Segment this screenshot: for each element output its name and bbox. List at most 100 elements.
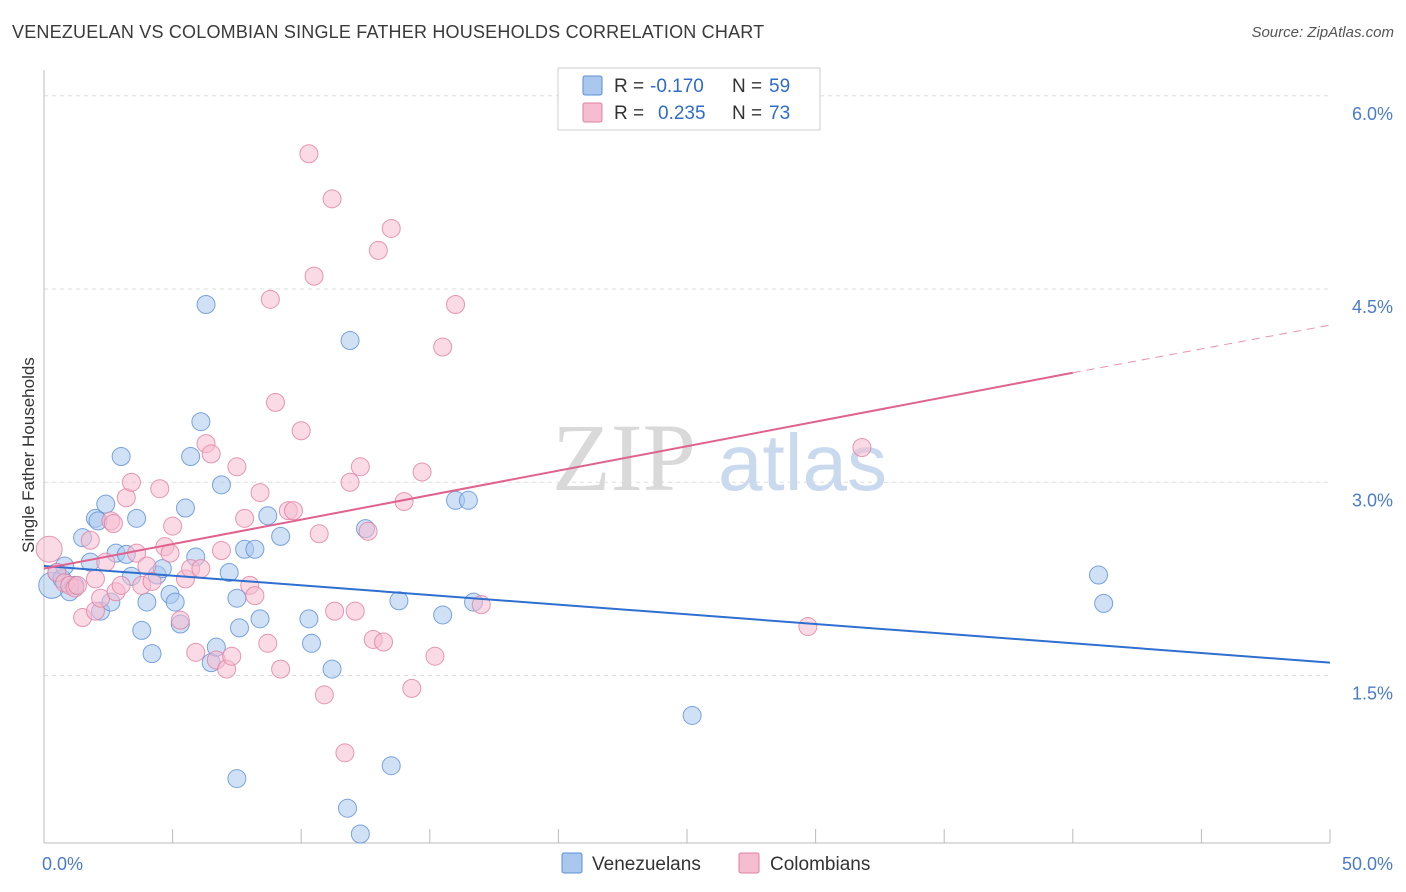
venezuelans-point-55 [227, 769, 247, 789]
venezuelans-point-50 [389, 591, 409, 611]
colombians-point-53 [325, 601, 345, 621]
colombians-point-57 [350, 457, 370, 477]
colombians-point-37 [235, 508, 255, 528]
colombians-point-40 [250, 483, 270, 503]
colombians-point-49 [304, 266, 324, 286]
colombians-point-68 [446, 294, 466, 314]
y-tick-label-1: 3.0% [1352, 490, 1393, 510]
colombians-point-50 [309, 524, 329, 544]
legend-n-label-colombians: N = [732, 103, 762, 124]
colombians-point-51 [314, 685, 334, 705]
venezuelans-point-18 [132, 620, 152, 640]
venezuelans-point-56 [682, 705, 702, 725]
venezuelans-point-41 [271, 526, 291, 546]
colombians-point-62 [381, 218, 401, 238]
legend-n-value-venezuelans: 59 [769, 76, 790, 97]
bottom-swatch-venezuelans [561, 852, 583, 874]
y-axis-title: Single Father Households [19, 357, 38, 553]
venezuelans-point-26 [175, 498, 195, 518]
colombians-point-54 [335, 743, 355, 763]
y-tick-label-0: 1.5% [1352, 684, 1393, 704]
colombians-point-31 [201, 444, 221, 464]
venezuelans-point-46 [340, 331, 360, 351]
colombians-point-48 [299, 144, 319, 164]
venezuelans-point-14 [111, 447, 131, 466]
colombians-point-65 [412, 462, 432, 482]
source-label: Source: ZipAtlas.com [1251, 24, 1394, 41]
tick-labels: 1.5% 3.0% 4.5% 6.0% 0.0% 50.0% [42, 104, 1393, 874]
venezuelans-point-27 [181, 447, 201, 466]
colombians-point-64 [402, 678, 422, 698]
venezuelans-trend-line [43, 565, 1331, 664]
colombians-point-5 [67, 575, 87, 595]
venezuelans-point-45 [337, 798, 357, 818]
colombians-point-72 [852, 437, 872, 457]
venezuelans-point-29 [191, 412, 211, 432]
colombians-point-12 [103, 513, 123, 533]
legend-r-value-colombians: 0.235 [658, 103, 706, 124]
colombians-point-56 [345, 601, 365, 621]
colombians-point-29 [191, 559, 211, 579]
venezuelans-point-51 [433, 605, 453, 625]
colombians-point-24 [163, 516, 183, 536]
venezuelans-point-17 [127, 508, 147, 528]
x-tick-label-0: 0.0% [42, 854, 83, 874]
axes [43, 70, 1331, 844]
venezuelans-point-47 [350, 824, 370, 844]
trend-lines [43, 324, 1331, 664]
colombians-trend-extension [1072, 324, 1331, 374]
venezuelans-point-39 [250, 609, 270, 629]
venezuelans-point-49 [381, 756, 401, 776]
colombians-point-35 [222, 646, 242, 666]
venezuelans-point-33 [211, 475, 231, 495]
colombians-point-16 [121, 472, 141, 492]
venezuelans-point-43 [301, 633, 321, 653]
colombians-point-42 [260, 289, 280, 309]
colombians-trend-line [43, 371, 1073, 570]
legend-n-value-colombians: 73 [769, 103, 790, 124]
colombians-point-25 [170, 610, 190, 630]
colombians-point-20 [142, 571, 162, 591]
venezuelans-point-24 [165, 592, 185, 612]
colombians-point-14 [111, 575, 131, 595]
colombians-point-61 [374, 632, 394, 652]
colombians-point-60 [368, 240, 388, 260]
colombians-point-58 [358, 521, 378, 541]
colombians-point-39 [245, 586, 265, 606]
top-legend: R = -0.170 N = 59 R = 0.235 N = 73 [557, 67, 821, 131]
venezuelans-point-30 [196, 294, 216, 314]
grid-lines [44, 95, 1330, 677]
colombians-point-70 [85, 569, 105, 589]
venezuelans-point-44 [322, 659, 342, 679]
venezuelans-point-34 [219, 562, 239, 582]
venezuelans-point-20 [142, 644, 162, 664]
y-tick-label-3: 6.0% [1352, 104, 1393, 124]
colombians-point-33 [211, 541, 231, 561]
colombians-point-21 [150, 479, 170, 499]
venezuelans-point-57 [1089, 565, 1109, 585]
colombians-point-7 [80, 530, 100, 550]
venezuelans-point-11 [96, 494, 116, 514]
colombians-point-44 [271, 659, 291, 679]
venezuelans-point-19 [137, 592, 157, 612]
legend-swatch-venezuelans [582, 75, 603, 96]
x-tick-label-1: 50.0% [1342, 854, 1393, 874]
bottom-legend: Venezuelans Colombians [561, 852, 870, 875]
chart-title: VENEZUELAN VS COLOMBIAN SINGLE FATHER HO… [12, 22, 765, 42]
venezuelans-point-53 [458, 490, 478, 510]
colombians-point-52 [322, 189, 342, 209]
colombians-point-36 [227, 457, 247, 477]
venezuelans-point-38 [245, 539, 265, 559]
y-tick-label-2: 4.5% [1352, 297, 1393, 317]
venezuelans-point-58 [1094, 593, 1114, 613]
colombians-point-55 [340, 472, 360, 492]
legend-swatch-colombians [582, 102, 603, 123]
venezuelans-point-36 [229, 618, 249, 638]
colombians-point-0 [35, 535, 63, 563]
colombians-point-71 [798, 617, 818, 637]
colombians-point-41 [258, 633, 278, 653]
venezuelans-point-42 [299, 609, 319, 629]
colombians-point-28 [186, 642, 206, 662]
legend-n-label-venezuelans: N = [732, 76, 762, 97]
